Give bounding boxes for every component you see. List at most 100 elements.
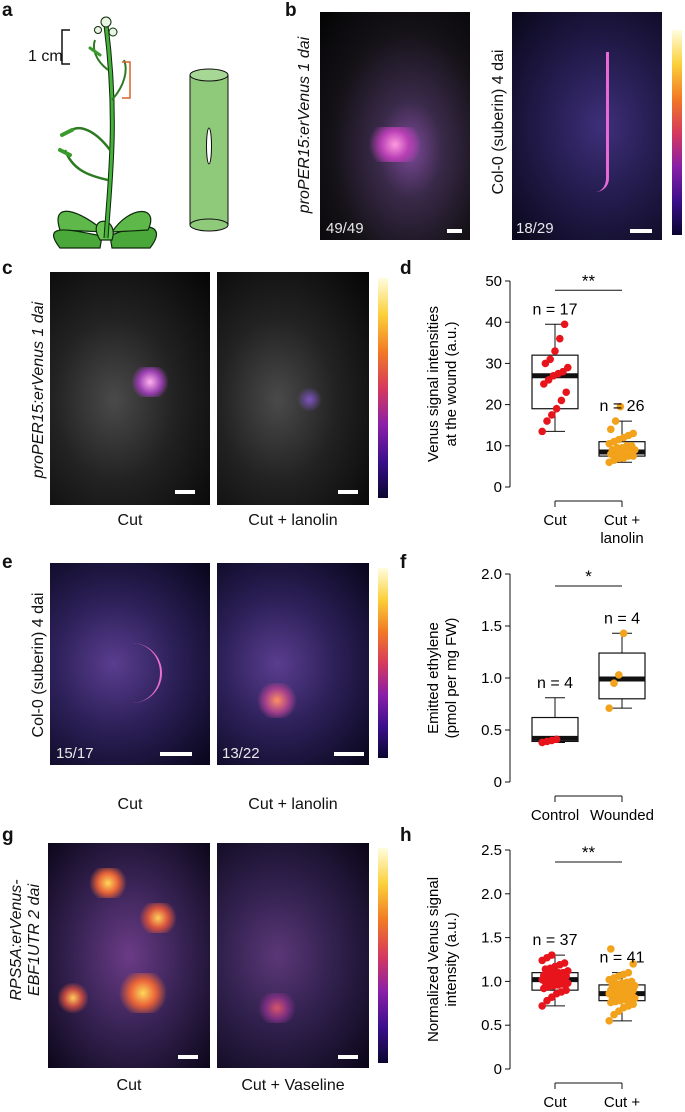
count-e-left: 15/17 xyxy=(56,745,94,762)
data-point-d xyxy=(540,380,548,388)
significance-label-d: ** xyxy=(582,271,596,290)
n-label-h: n = 37 xyxy=(533,932,578,949)
micro-e-right xyxy=(217,563,369,765)
y-tick-label-h: 2.0 xyxy=(481,886,502,903)
colorbar-g xyxy=(378,848,388,1063)
data-point-d xyxy=(551,347,559,355)
chart-h: 0 0.5 1.0 1.5 2.0 2.5 Normalized Venus signal i… xyxy=(425,842,646,1111)
caption-c-right: Cut + lanolin xyxy=(248,512,338,529)
micro-b-left xyxy=(320,12,470,240)
data-point-f xyxy=(605,704,613,712)
data-point-d xyxy=(629,429,637,438)
row-label-g-line1: RPS5A:erVenus- xyxy=(8,879,25,1001)
scale-bar-g-right xyxy=(338,1055,358,1059)
micro-b-right xyxy=(512,12,662,240)
x-tick-label-f: Control xyxy=(531,807,579,824)
scale-bar-c-right xyxy=(338,490,358,494)
panel-label-f: f xyxy=(400,552,407,573)
data-point-f xyxy=(619,629,628,638)
count-b-left: 49/49 xyxy=(326,220,364,237)
n-label-f: n = 4 xyxy=(604,610,640,627)
y-tick-label-h: 2.5 xyxy=(481,842,502,859)
data-point-d xyxy=(538,427,546,436)
data-point-d xyxy=(560,320,569,329)
box-f xyxy=(598,652,646,700)
data-point-h xyxy=(629,960,637,968)
data-point-d xyxy=(627,442,636,450)
panel-label-e: e xyxy=(2,552,13,573)
data-point-d xyxy=(564,363,572,372)
x-tick-label-d: Cut xyxy=(543,512,567,529)
caption-g-right: Cut + Vaseline xyxy=(241,1077,345,1094)
colorbar-c xyxy=(378,278,388,498)
n-label-d: n = 17 xyxy=(533,301,578,318)
colorbar-b xyxy=(672,30,682,235)
data-point-h xyxy=(624,968,633,977)
y-tick-label-f: 1.5 xyxy=(481,618,502,635)
scale-label-1cm: 1 cm xyxy=(28,48,63,65)
data-point-h xyxy=(538,1002,546,1010)
micro-g-left xyxy=(48,843,210,1068)
caption-e-left: Cut xyxy=(117,796,143,813)
micro-e-left xyxy=(50,563,210,765)
data-point-d xyxy=(543,417,551,425)
micro-g-right xyxy=(217,843,369,1068)
scale-bar-b-right xyxy=(630,229,652,233)
colorbar-e xyxy=(378,568,388,758)
data-point-f xyxy=(615,671,623,679)
chart-d: 0 10 20 30 40 50 Venus signal intensities at th… xyxy=(425,271,646,547)
data-point-d xyxy=(562,388,570,397)
y-tick-label-f: 2.0 xyxy=(481,566,502,583)
x-tick-label-d: lanolin xyxy=(600,530,643,547)
y-tick-label-f: 1.0 xyxy=(481,670,502,687)
y-axis-label-f: Emitted ethylene xyxy=(425,622,442,734)
data-point-d xyxy=(548,411,556,419)
data-point-d xyxy=(616,402,625,411)
data-point-h xyxy=(605,1017,613,1025)
data-point-d xyxy=(546,355,554,364)
y-tick-label-h: 0.5 xyxy=(481,1017,502,1034)
row-label-b: proPER15:erVenus 1 dai xyxy=(296,36,313,214)
y-axis-label-h: Normalized Venus signal xyxy=(425,877,442,1042)
panel-label-d: d xyxy=(400,258,412,279)
y-tick-label-d: 20 xyxy=(485,397,502,414)
x-tick-label-f: Wounded xyxy=(590,807,654,824)
caption-g-left: Cut xyxy=(116,1077,142,1094)
row-label-e: Col-0 (suberin) 4 dai xyxy=(30,592,47,738)
scale-bar-e-left xyxy=(160,752,192,756)
chart-f: 0 0.5 1.0 1.5 2.0 Emitted ethylene (pmol per m… xyxy=(425,566,654,824)
y-tick-label-d: 50 xyxy=(485,273,502,290)
data-point-d xyxy=(607,425,615,434)
y-tick-label-h: 1.5 xyxy=(481,930,502,947)
row-label-g-line2: EBF1UTR 2 dai xyxy=(26,883,43,997)
micro-c-left xyxy=(50,272,210,505)
data-point-h xyxy=(627,977,636,986)
panel-label-g: g xyxy=(2,825,14,846)
y-axis-label-d: Venus signal intensities xyxy=(425,306,442,462)
data-point-h xyxy=(607,945,615,953)
scale-bar-c-left xyxy=(175,490,195,494)
data-point-d xyxy=(552,404,561,413)
micro-c-right xyxy=(217,272,369,505)
y-tick-label-d: 0 xyxy=(494,479,502,496)
panel-label-b: b xyxy=(285,0,297,21)
caption-e-right: Cut + lanolin xyxy=(248,796,338,813)
significance-label-f: * xyxy=(585,567,592,586)
data-point-h xyxy=(562,986,570,994)
data-point-h xyxy=(560,959,569,967)
row-label-c: proPER15:erVenus 1 dai xyxy=(30,301,47,479)
panel-label-a: a xyxy=(2,0,13,21)
data-point-d xyxy=(541,359,550,368)
count-e-right: 13/22 xyxy=(222,745,260,762)
x-tick-label-d: Cut + xyxy=(604,512,641,529)
y-tick-label-h: 0 xyxy=(494,1061,502,1078)
data-point-d xyxy=(556,334,564,343)
y-tick-label-f: 0.5 xyxy=(481,722,502,739)
caption-c-left: Cut xyxy=(117,512,143,529)
data-point-d xyxy=(611,417,620,425)
box-d xyxy=(531,354,579,410)
panel-label-c: c xyxy=(2,258,13,279)
n-label-h: n = 41 xyxy=(600,950,645,967)
n-label-d: n = 26 xyxy=(600,398,645,415)
y-tick-label-d: 30 xyxy=(485,355,502,372)
